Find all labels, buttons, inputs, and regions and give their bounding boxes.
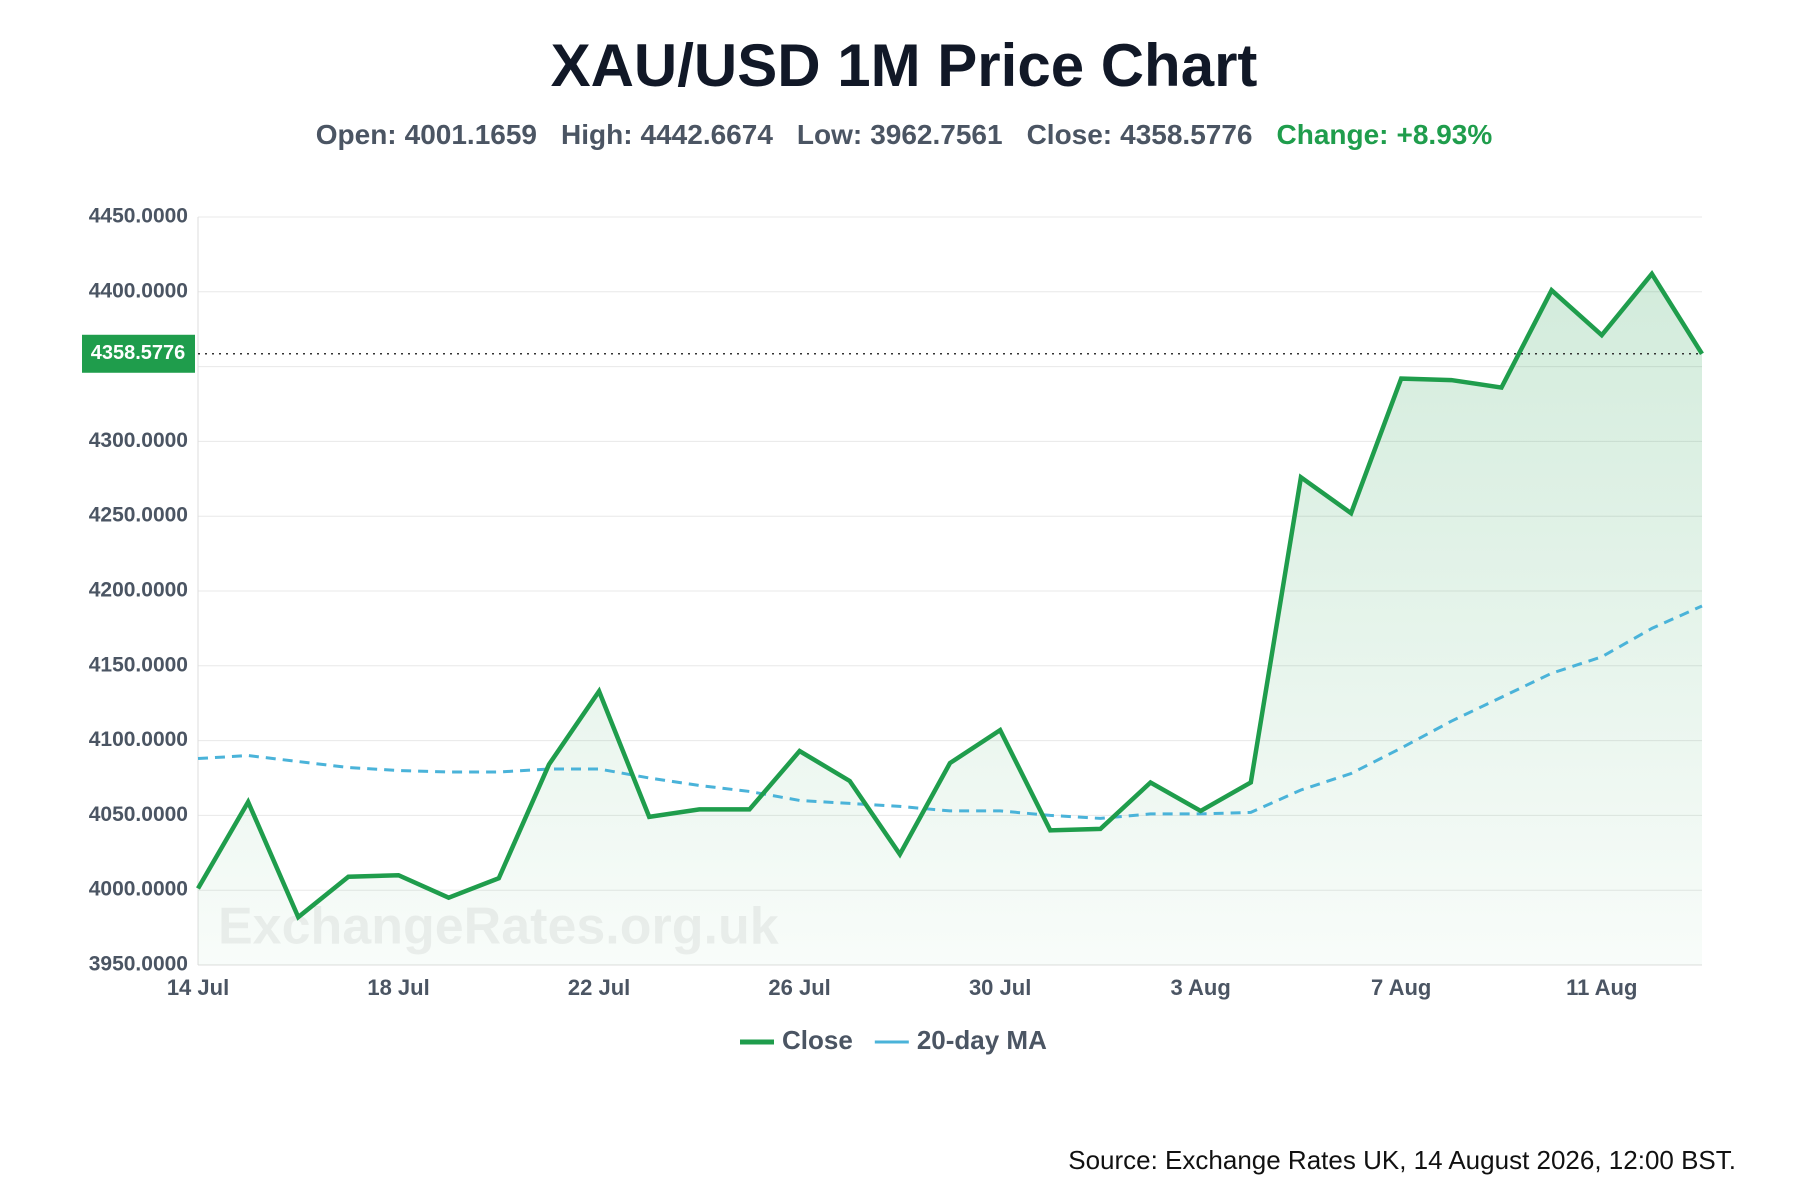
last-price-badge [82, 334, 195, 373]
legend-label: 20-day MA [917, 1025, 1047, 1055]
chart-title: XAU/USD 1M Price Chart [551, 32, 1258, 99]
stat-value: 4358.5776 [1120, 119, 1252, 150]
y-tick-label: 4100.0000 [89, 728, 188, 751]
y-tick-label: 4200.0000 [89, 579, 188, 602]
x-tick-label: 18 Jul [367, 975, 429, 1000]
x-tick-label: 26 Jul [768, 975, 830, 1000]
y-tick-label: 4400.0000 [89, 279, 188, 302]
stat-label: Close: [1027, 119, 1113, 150]
x-tick-label: 30 Jul [969, 975, 1031, 1000]
x-tick-label: 22 Jul [568, 975, 630, 1000]
y-tick-label: 3950.0000 [89, 953, 188, 976]
stats: Open: 4001.1659 High: 4442.6674 Low: 3962.756… [316, 119, 1493, 150]
line [196, 269, 1704, 921]
x-tick-label: 11 Aug [1566, 975, 1637, 1000]
legend-label: Close [782, 1025, 853, 1055]
y-tick-label: 4000.0000 [89, 878, 188, 901]
stat-value: 3962.7561 [870, 119, 1002, 150]
stat-label: Open: [316, 119, 397, 150]
y-tick-label: 4450.0000 [89, 205, 188, 228]
x-tick-label: 14 Jul [167, 975, 229, 1000]
line [197, 604, 1703, 820]
x-tick-label: 7 Aug [1371, 975, 1431, 1000]
stat-value: +8.93% [1397, 119, 1493, 150]
source: Source: Exchange Rates UK, 14 August 202… [1068, 1145, 1736, 1175]
stat-value: 4001.1659 [405, 119, 537, 150]
stat-value: 4442.6674 [641, 119, 774, 150]
y-tick-label: 4150.0000 [89, 653, 188, 676]
stat-label: Low: [797, 119, 862, 150]
y-tick-label: 4300.0000 [89, 429, 188, 452]
stat-label: High: [561, 119, 633, 150]
stat-label: Change: [1277, 119, 1389, 150]
y-tick-label: 4050.0000 [89, 803, 188, 826]
area [198, 273, 1702, 965]
x-tick-label: 3 Aug [1171, 975, 1231, 1000]
last-price-label: 4358.5776 [91, 342, 186, 364]
y-tick-label: 4250.0000 [89, 504, 188, 527]
